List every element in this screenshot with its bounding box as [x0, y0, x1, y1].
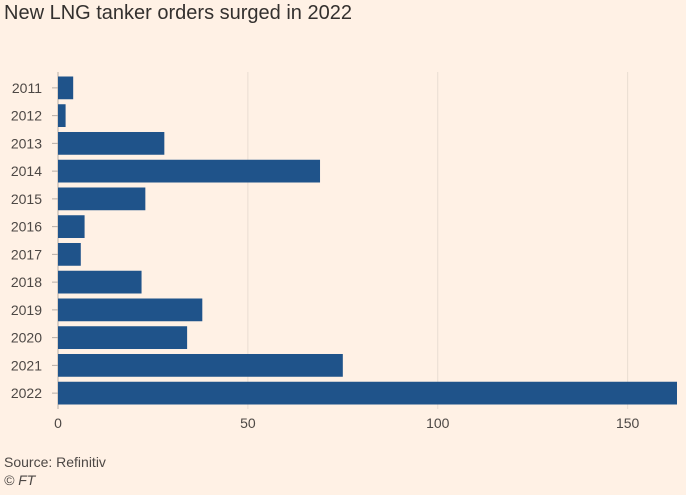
bar-2015 — [58, 187, 146, 211]
bar-2022 — [58, 381, 677, 405]
x-axis-tick-labels: 0 50 100 150 — [54, 415, 639, 431]
category-label-2012: 2012 — [11, 108, 42, 124]
chart-title: New LNG tanker orders surged in 2022 — [4, 2, 352, 24]
category-label-2022: 2022 — [11, 385, 42, 401]
x-tick-label: 150 — [616, 415, 640, 431]
bar-2011 — [58, 76, 74, 100]
category-label-2019: 2019 — [11, 302, 42, 318]
bar-chart: 2011 2012 2013 2014 2015 2016 2017 2018 2019 2020… — [11, 72, 677, 431]
bar-2021 — [58, 353, 343, 377]
gridlines — [57, 72, 629, 409]
x-tick-label: 50 — [240, 415, 256, 431]
category-label-2016: 2016 — [11, 219, 42, 235]
bar-2012 — [58, 104, 66, 128]
x-tick-label: 0 — [54, 415, 62, 431]
category-label-2011: 2011 — [12, 80, 42, 96]
bar-2020 — [58, 326, 188, 350]
category-label-2017: 2017 — [11, 246, 42, 262]
credit-note: © FT — [4, 472, 36, 488]
category-label-2015: 2015 — [11, 191, 42, 207]
bar-2019 — [58, 298, 203, 322]
category-label-2018: 2018 — [11, 274, 42, 290]
bar-2013 — [58, 131, 165, 155]
category-label-2014: 2014 — [11, 163, 42, 179]
category-label-2013: 2013 — [11, 135, 42, 151]
bar-2018 — [58, 270, 142, 294]
bar-2016 — [58, 215, 85, 239]
category-label-2021: 2021 — [11, 357, 42, 373]
bars — [58, 76, 677, 405]
category-label-2020: 2020 — [11, 330, 42, 346]
x-tick-label: 100 — [426, 415, 450, 431]
bar-2017 — [58, 242, 81, 266]
bar-2014 — [58, 159, 321, 183]
category-labels: 2011 2012 2013 2014 2015 2016 2017 2018 2019 2020… — [11, 80, 58, 401]
source-note: Source: Refinitiv — [4, 454, 106, 470]
